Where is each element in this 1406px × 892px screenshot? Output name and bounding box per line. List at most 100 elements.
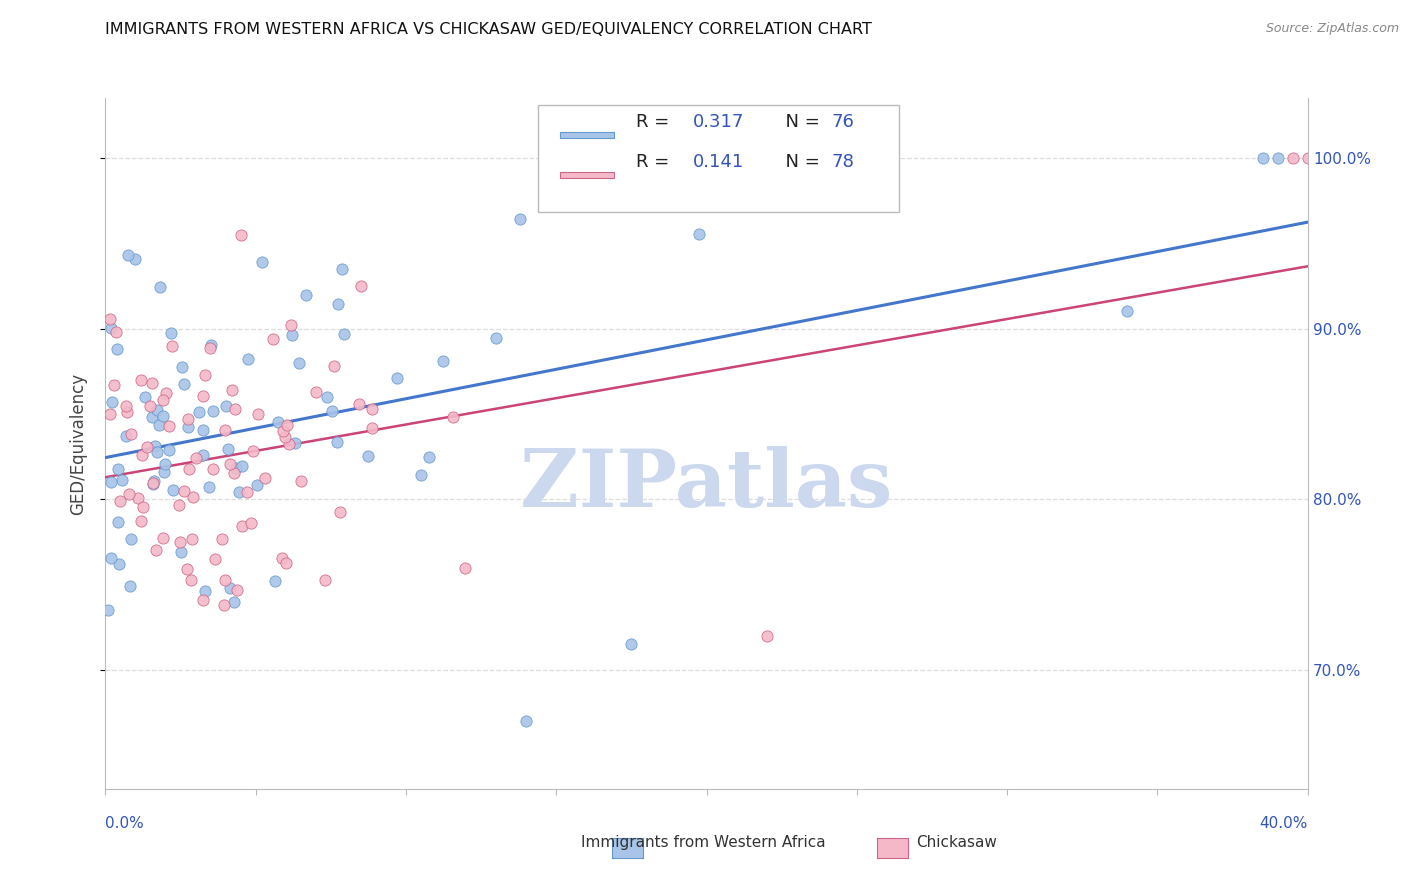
Point: [148, 418, 170, 433]
Point: [105, 325, 128, 339]
Point: [124, 252, 146, 266]
Point: [103, 378, 125, 392]
Point: [224, 466, 246, 480]
Point: [131, 448, 153, 462]
Point: [221, 383, 243, 397]
Point: [98, 408, 121, 422]
Point: [198, 480, 221, 494]
Point: [115, 405, 138, 419]
Point: [1267, 151, 1289, 165]
Point: [295, 287, 318, 301]
Point: [432, 354, 454, 368]
Point: [142, 477, 165, 491]
Point: [441, 409, 464, 424]
Text: R =: R =: [636, 112, 675, 130]
Point: [184, 451, 207, 466]
Point: [139, 399, 162, 413]
Point: [222, 595, 245, 609]
Point: [315, 390, 337, 404]
FancyBboxPatch shape: [538, 105, 898, 212]
Point: [321, 404, 343, 418]
Y-axis label: GED/Equivalency: GED/Equivalency: [69, 373, 87, 515]
Point: [169, 535, 191, 549]
Point: [181, 490, 204, 504]
Point: [409, 468, 432, 483]
Point: [1251, 151, 1274, 165]
Point: [146, 402, 169, 417]
Point: [172, 360, 194, 375]
Point: [202, 462, 225, 476]
Point: [131, 514, 153, 528]
Point: [100, 475, 122, 490]
Point: [132, 500, 155, 515]
Point: [152, 409, 174, 423]
Point: [117, 248, 139, 262]
Point: [136, 441, 159, 455]
Point: [276, 556, 298, 570]
Point: [152, 393, 174, 408]
Point: [115, 428, 138, 442]
Point: [276, 418, 298, 433]
Point: [212, 599, 235, 613]
Text: N =: N =: [773, 153, 825, 170]
Point: [1281, 151, 1303, 165]
Point: [350, 278, 373, 293]
Point: [181, 532, 204, 546]
Point: [333, 326, 356, 341]
Point: [200, 338, 222, 352]
Point: [211, 532, 233, 546]
Point: [322, 359, 344, 373]
Point: [177, 411, 200, 425]
Point: [688, 227, 710, 241]
Point: [194, 583, 217, 598]
Point: [142, 475, 165, 490]
Point: [271, 550, 294, 565]
Point: [191, 448, 214, 462]
Point: [242, 444, 264, 458]
Point: [246, 477, 269, 491]
Text: 0.141: 0.141: [693, 153, 745, 170]
Bar: [560, 171, 614, 178]
Point: [215, 399, 238, 413]
Point: [229, 227, 252, 242]
Point: [287, 356, 309, 370]
Point: [253, 471, 276, 485]
Point: [176, 562, 198, 576]
Point: [1296, 151, 1319, 165]
Point: [357, 450, 380, 464]
Point: [142, 474, 165, 488]
Point: [155, 385, 177, 400]
Point: [509, 211, 531, 226]
Point: [98, 311, 121, 326]
Point: [271, 425, 294, 439]
Point: [347, 396, 370, 410]
Point: [755, 629, 778, 643]
Point: [454, 561, 477, 575]
Text: 76: 76: [831, 112, 855, 130]
Point: [204, 551, 226, 566]
Text: Source: ZipAtlas.com: Source: ZipAtlas.com: [1265, 22, 1399, 36]
Point: [329, 505, 352, 519]
Point: [284, 435, 307, 450]
Point: [485, 331, 508, 345]
Point: [160, 339, 183, 353]
Text: 0.0%: 0.0%: [105, 816, 145, 831]
Point: [187, 405, 209, 419]
Point: [177, 462, 200, 476]
Point: [250, 254, 273, 268]
Text: ZIPatlas: ZIPatlas: [520, 446, 893, 524]
Point: [100, 321, 122, 335]
Point: [157, 443, 180, 458]
Point: [134, 390, 156, 404]
Text: N =: N =: [773, 112, 825, 130]
Point: [107, 462, 129, 476]
Point: [225, 583, 247, 598]
Bar: [560, 132, 614, 138]
Text: R =: R =: [636, 153, 675, 170]
Point: [281, 328, 304, 343]
Point: [328, 297, 350, 311]
Point: [110, 494, 132, 508]
Point: [173, 484, 195, 499]
Point: [201, 403, 224, 417]
Point: [155, 457, 177, 471]
